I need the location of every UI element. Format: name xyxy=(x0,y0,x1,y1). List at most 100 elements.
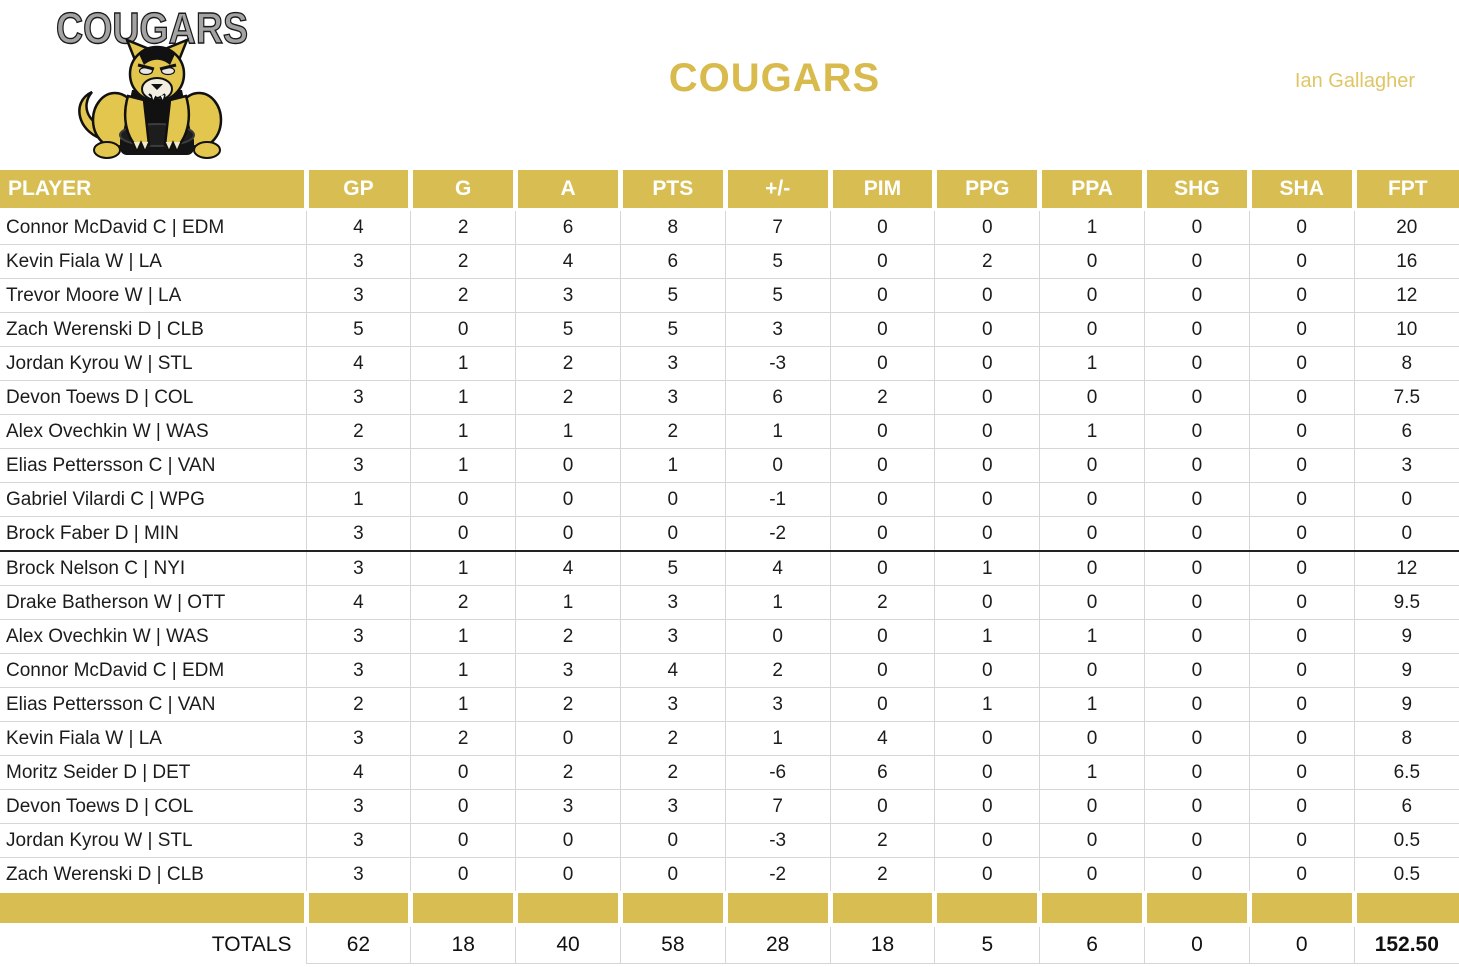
stat-cell-ppg: 0 xyxy=(934,209,1040,245)
stat-cell-pts: 2 xyxy=(619,755,726,790)
totals-stat-cell-a: 40 xyxy=(515,925,621,964)
header-row: PLAYER GP G A PTS +/- PIM PPG PPA SHG SHA FPT xyxy=(0,170,1459,211)
stat-cell-ppa: 0 xyxy=(1039,653,1145,688)
stat-cell-pim: 0 xyxy=(829,209,935,245)
stat-cell-ppa: 0 xyxy=(1039,380,1145,415)
stat-cell-sha: 0 xyxy=(1248,312,1355,347)
stat-cell-gp: 1 xyxy=(305,482,411,517)
stat-cell-sha: 0 xyxy=(1248,687,1355,722)
stat-cell-ppg: 0 xyxy=(934,755,1040,790)
stat-cell-ppa: 0 xyxy=(1039,278,1145,313)
stat-cell-shg: 0 xyxy=(1144,789,1250,824)
stat-cell-g: 0 xyxy=(410,823,516,858)
player-cell: Connor McDavid C | EDM xyxy=(0,209,306,245)
stat-cell-gp: 3 xyxy=(305,721,411,756)
stat-cell-g: 1 xyxy=(410,653,516,688)
stat-cell-ppg: 0 xyxy=(934,653,1040,688)
spacer-cell xyxy=(0,891,306,927)
stat-cell-g: 2 xyxy=(410,209,516,245)
column-header-sha: SHA xyxy=(1246,170,1355,211)
stat-cell-g: 2 xyxy=(410,585,516,620)
stat-cell-fpt: 9 xyxy=(1353,653,1459,688)
stat-cell-a: 0 xyxy=(515,823,621,858)
stat-cell-a: 5 xyxy=(515,312,621,347)
stat-cell-pts: 3 xyxy=(619,619,726,654)
stat-cell-sha: 0 xyxy=(1248,209,1355,245)
stat-cell-pts: 3 xyxy=(619,585,726,620)
stat-cell-plus-minus: 0 xyxy=(724,448,831,483)
column-header-plus-minus: +/- xyxy=(722,170,831,211)
stat-cell-shg: 0 xyxy=(1144,244,1250,279)
spacer-cell xyxy=(932,891,1040,927)
stat-cell-plus-minus: 1 xyxy=(724,721,831,756)
table-row: Kevin Fiala W | LA 3 2 4 6 5 0 2 0 0 0 16 xyxy=(0,244,1459,279)
stat-cell-sha: 0 xyxy=(1248,380,1355,415)
player-cell: Elias Pettersson C | VAN xyxy=(0,687,306,722)
stat-cell-gp: 3 xyxy=(305,823,411,858)
stat-cell-pim: 0 xyxy=(829,414,935,449)
stat-cell-gp: 3 xyxy=(305,619,411,654)
stat-cell-shg: 0 xyxy=(1144,551,1250,586)
column-header-g: G xyxy=(408,170,516,211)
column-header-gp: GP xyxy=(303,170,411,211)
stat-cell-g: 0 xyxy=(410,516,516,552)
stat-cell-a: 2 xyxy=(515,380,621,415)
stat-cell-g: 0 xyxy=(410,755,516,790)
stat-cell-pim: 6 xyxy=(829,755,935,790)
stat-cell-ppa: 0 xyxy=(1039,823,1145,858)
stat-cell-sha: 0 xyxy=(1248,789,1355,824)
spacer-cell xyxy=(827,891,935,927)
stat-cell-ppg: 0 xyxy=(934,278,1040,313)
table-row: Drake Batherson W | OTT 4 2 1 3 1 2 0 0 0 0 9.5 xyxy=(0,585,1459,620)
stat-cell-plus-minus: -2 xyxy=(724,516,831,552)
stat-cell-shg: 0 xyxy=(1144,414,1250,449)
stat-cell-a: 2 xyxy=(515,619,621,654)
totals-stat-cell-shg: 0 xyxy=(1144,925,1250,964)
stat-cell-pts: 0 xyxy=(619,857,726,893)
stat-cell-shg: 0 xyxy=(1144,721,1250,756)
stat-cell-pts: 2 xyxy=(619,721,726,756)
table-row: Trevor Moore W | LA 3 2 3 5 5 0 0 0 0 0 12 xyxy=(0,278,1459,313)
stat-cell-pts: 3 xyxy=(619,346,726,381)
player-cell: Moritz Seider D | DET xyxy=(0,755,306,790)
stat-cell-g: 1 xyxy=(410,414,516,449)
totals-stat-cell-gp: 62 xyxy=(305,925,411,964)
stat-cell-a: 6 xyxy=(515,209,621,245)
stat-cell-gp: 3 xyxy=(305,380,411,415)
stat-cell-fpt: 0.5 xyxy=(1353,857,1459,893)
stat-cell-pim: 0 xyxy=(829,346,935,381)
spacer-row xyxy=(0,891,1459,927)
stats-table: PLAYER GP G A PTS +/- PIM PPG PPA SHG SHA FPT Conno… xyxy=(0,170,1459,964)
player-cell: Brock Faber D | MIN xyxy=(0,516,306,552)
table-row: Elias Pettersson C | VAN 2 1 2 3 3 0 1 1 0 0 9 xyxy=(0,687,1459,722)
player-cell: Zach Werenski D | CLB xyxy=(0,857,306,893)
stat-cell-ppa: 0 xyxy=(1039,857,1145,893)
player-cell: Devon Toews D | COL xyxy=(0,789,306,824)
column-header-ppa: PPA xyxy=(1037,170,1145,211)
stat-cell-shg: 0 xyxy=(1144,823,1250,858)
cougar-claws-icon xyxy=(132,140,150,153)
stat-cell-a: 1 xyxy=(515,414,621,449)
totals-stat-cell-pts: 58 xyxy=(619,925,726,964)
stat-cell-ppg: 1 xyxy=(934,619,1040,654)
stat-cell-gp: 2 xyxy=(305,414,411,449)
stat-cell-pts: 5 xyxy=(619,551,726,586)
stat-cell-fpt: 9 xyxy=(1353,687,1459,722)
stat-cell-ppa: 0 xyxy=(1039,482,1145,517)
stat-cell-pts: 3 xyxy=(619,687,726,722)
stat-cell-g: 0 xyxy=(410,857,516,893)
stat-cell-pts: 0 xyxy=(619,482,726,517)
stat-cell-sha: 0 xyxy=(1248,278,1355,313)
stat-cell-plus-minus: 4 xyxy=(724,551,831,586)
stat-cell-pts: 4 xyxy=(619,653,726,688)
stat-cell-ppa: 0 xyxy=(1039,789,1145,824)
cougar-head-icon xyxy=(124,37,190,105)
stat-cell-g: 2 xyxy=(410,721,516,756)
stat-cell-g: 1 xyxy=(410,346,516,381)
stat-cell-a: 4 xyxy=(515,244,621,279)
stat-cell-pim: 2 xyxy=(829,823,935,858)
player-cell: Connor McDavid C | EDM xyxy=(0,653,306,688)
stat-cell-plus-minus: 7 xyxy=(724,789,831,824)
stat-cell-pim: 0 xyxy=(829,516,935,552)
stat-cell-ppa: 0 xyxy=(1039,244,1145,279)
